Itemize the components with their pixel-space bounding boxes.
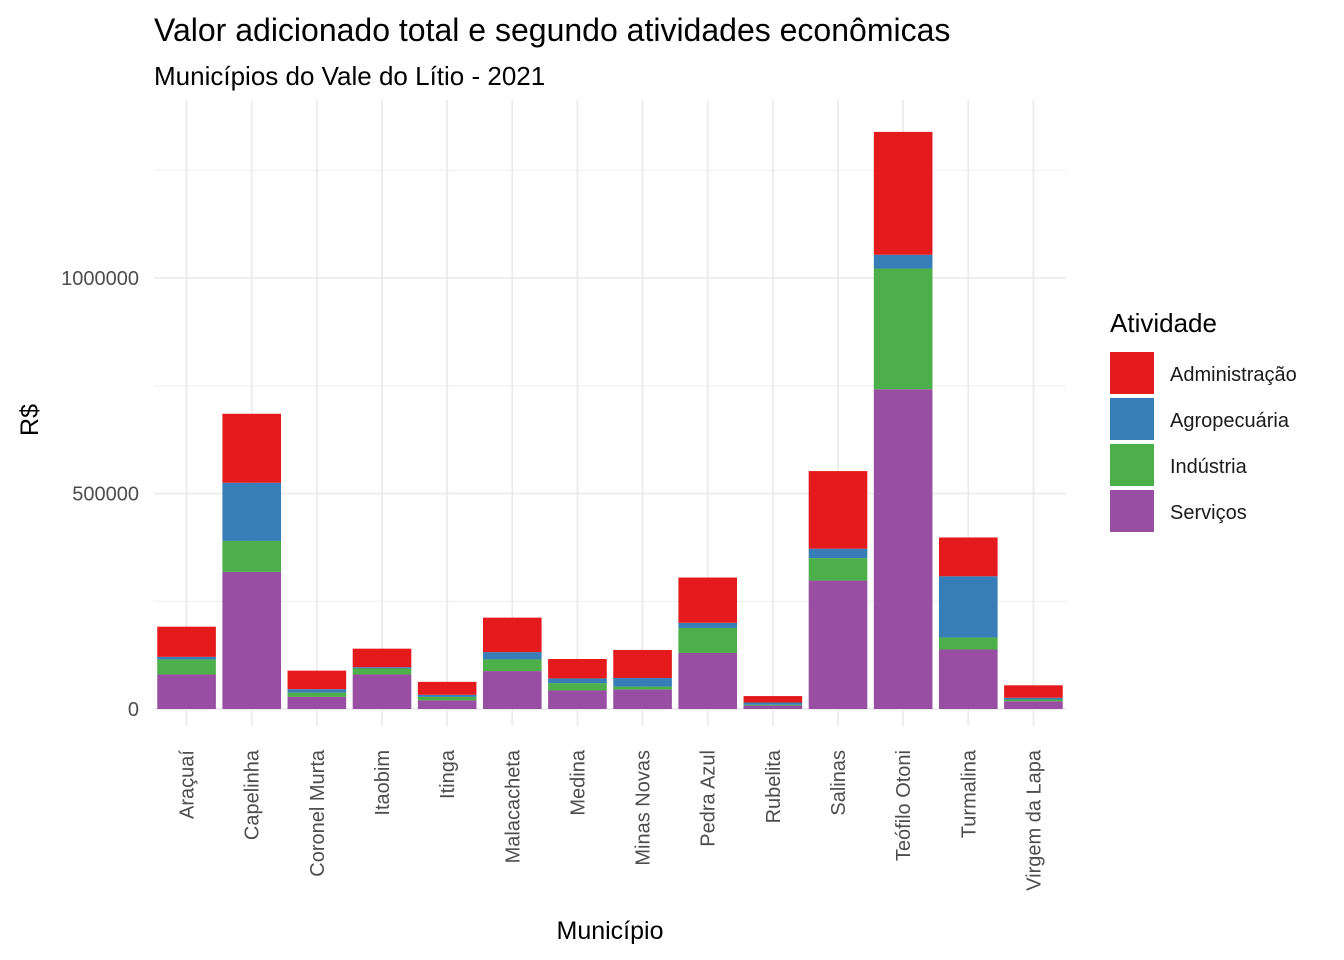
bar-segment[interactable] <box>743 702 803 705</box>
x-tick-label: Coronel Murta <box>307 749 329 877</box>
bar-segment[interactable] <box>808 580 868 709</box>
bar-segment[interactable] <box>417 681 477 695</box>
bar-segment[interactable] <box>613 686 672 690</box>
bars <box>157 131 1063 709</box>
x-tick-label: Virgem da Lapa <box>1023 749 1045 891</box>
legend-label: Indústria <box>1170 456 1248 478</box>
x-tick-label: Malacacheta <box>502 749 524 863</box>
legend-label: Administração <box>1170 364 1297 386</box>
bar-segment[interactable] <box>548 678 607 684</box>
bar-segment[interactable] <box>873 389 933 709</box>
bar-segment[interactable] <box>938 637 998 650</box>
bar-segment[interactable] <box>482 617 542 653</box>
bar-segment[interactable] <box>743 704 803 706</box>
bar-segment[interactable] <box>613 677 672 687</box>
bar-segment[interactable] <box>548 683 607 691</box>
chart-title: Valor adicionado total e segundo ativida… <box>154 12 950 48</box>
bar-segment[interactable] <box>678 652 738 709</box>
bar-segment[interactable] <box>743 705 803 709</box>
bar-segment[interactable] <box>222 413 282 483</box>
legend-swatch <box>1110 398 1154 440</box>
bar-segment[interactable] <box>352 668 412 675</box>
x-axis-title: Município <box>557 917 664 945</box>
bar-segment[interactable] <box>808 558 868 581</box>
x-tick-label: Araçuaí <box>177 750 199 819</box>
y-axis-ticks: 0 500000 1000000 <box>61 268 139 721</box>
legend-label: Serviços <box>1170 502 1247 524</box>
bar-segment[interactable] <box>287 696 347 709</box>
bar-segment[interactable] <box>157 656 216 660</box>
bar-segment[interactable] <box>417 700 477 709</box>
bar-segment[interactable] <box>613 689 672 709</box>
bar-segment[interactable] <box>678 577 738 623</box>
bar-segment[interactable] <box>938 576 998 638</box>
y-tick-label: 1000000 <box>61 268 139 290</box>
bar-segment[interactable] <box>1004 685 1063 698</box>
x-axis-ticks: Araçuaí Capelinha Coronel Murta Itaobim Itin… <box>177 749 1046 891</box>
bar-segment[interactable] <box>678 622 738 628</box>
bar-segment[interactable] <box>157 659 216 675</box>
bar-segment[interactable] <box>743 696 803 703</box>
bar-segment[interactable] <box>352 648 412 668</box>
bar-segment[interactable] <box>287 689 347 693</box>
bar-segment[interactable] <box>1004 699 1063 702</box>
legend-title: Atividade <box>1110 308 1217 338</box>
bar-segment[interactable] <box>287 692 347 697</box>
bar-segment[interactable] <box>873 254 933 269</box>
chart-subtitle: Municípios do Vale do Lítio - 2021 <box>154 61 545 91</box>
y-tick-label: 500000 <box>72 484 139 506</box>
bar-segment[interactable] <box>417 696 477 701</box>
bar-segment[interactable] <box>222 571 282 709</box>
bar-segment[interactable] <box>417 694 477 697</box>
bar-segment[interactable] <box>482 671 542 709</box>
bar-segment[interactable] <box>1004 701 1063 709</box>
bar-segment[interactable] <box>482 652 542 660</box>
legend-swatch <box>1110 490 1154 532</box>
legend-swatch <box>1110 444 1154 486</box>
bar-segment[interactable] <box>808 471 868 549</box>
bar-segment[interactable] <box>548 690 607 709</box>
x-tick-label: Teófilo Otoni <box>893 750 915 861</box>
x-tick-label: Pedra Azul <box>698 750 720 847</box>
y-axis-title: R$ <box>16 404 44 436</box>
bar-segment[interactable] <box>222 540 282 572</box>
bar-segment[interactable] <box>613 649 672 678</box>
bar-segment[interactable] <box>548 659 607 679</box>
x-tick-label: Rubelita <box>763 749 785 823</box>
x-tick-label: Salinas <box>828 750 850 816</box>
bar-segment[interactable] <box>157 626 216 657</box>
bar-segment[interactable] <box>157 674 216 709</box>
bar-segment[interactable] <box>808 548 868 559</box>
bar-segment[interactable] <box>938 649 998 709</box>
legend: Atividade Administração Agropecuária Indús… <box>1110 308 1297 532</box>
bar-segment[interactable] <box>1004 697 1063 700</box>
legend-label: Agropecuária <box>1170 410 1290 432</box>
x-tick-label: Itinga <box>437 749 459 799</box>
x-tick-label: Capelinha <box>242 749 264 840</box>
bar-segment[interactable] <box>287 670 347 690</box>
x-tick-label: Minas Novas <box>633 750 655 866</box>
bar-segment[interactable] <box>352 674 412 709</box>
y-tick-label: 0 <box>128 699 139 721</box>
bar-segment[interactable] <box>938 537 998 577</box>
bar-segment[interactable] <box>352 667 412 669</box>
x-tick-label: Itaobim <box>372 750 394 816</box>
bar-segment[interactable] <box>678 627 738 653</box>
bar-segment[interactable] <box>873 131 933 255</box>
bar-segment[interactable] <box>482 659 542 672</box>
x-tick-label: Turmalina <box>958 749 980 838</box>
x-tick-label: Medina <box>567 749 589 815</box>
bar-segment[interactable] <box>873 268 933 390</box>
bar-segment[interactable] <box>222 482 282 541</box>
legend-swatch <box>1110 352 1154 394</box>
